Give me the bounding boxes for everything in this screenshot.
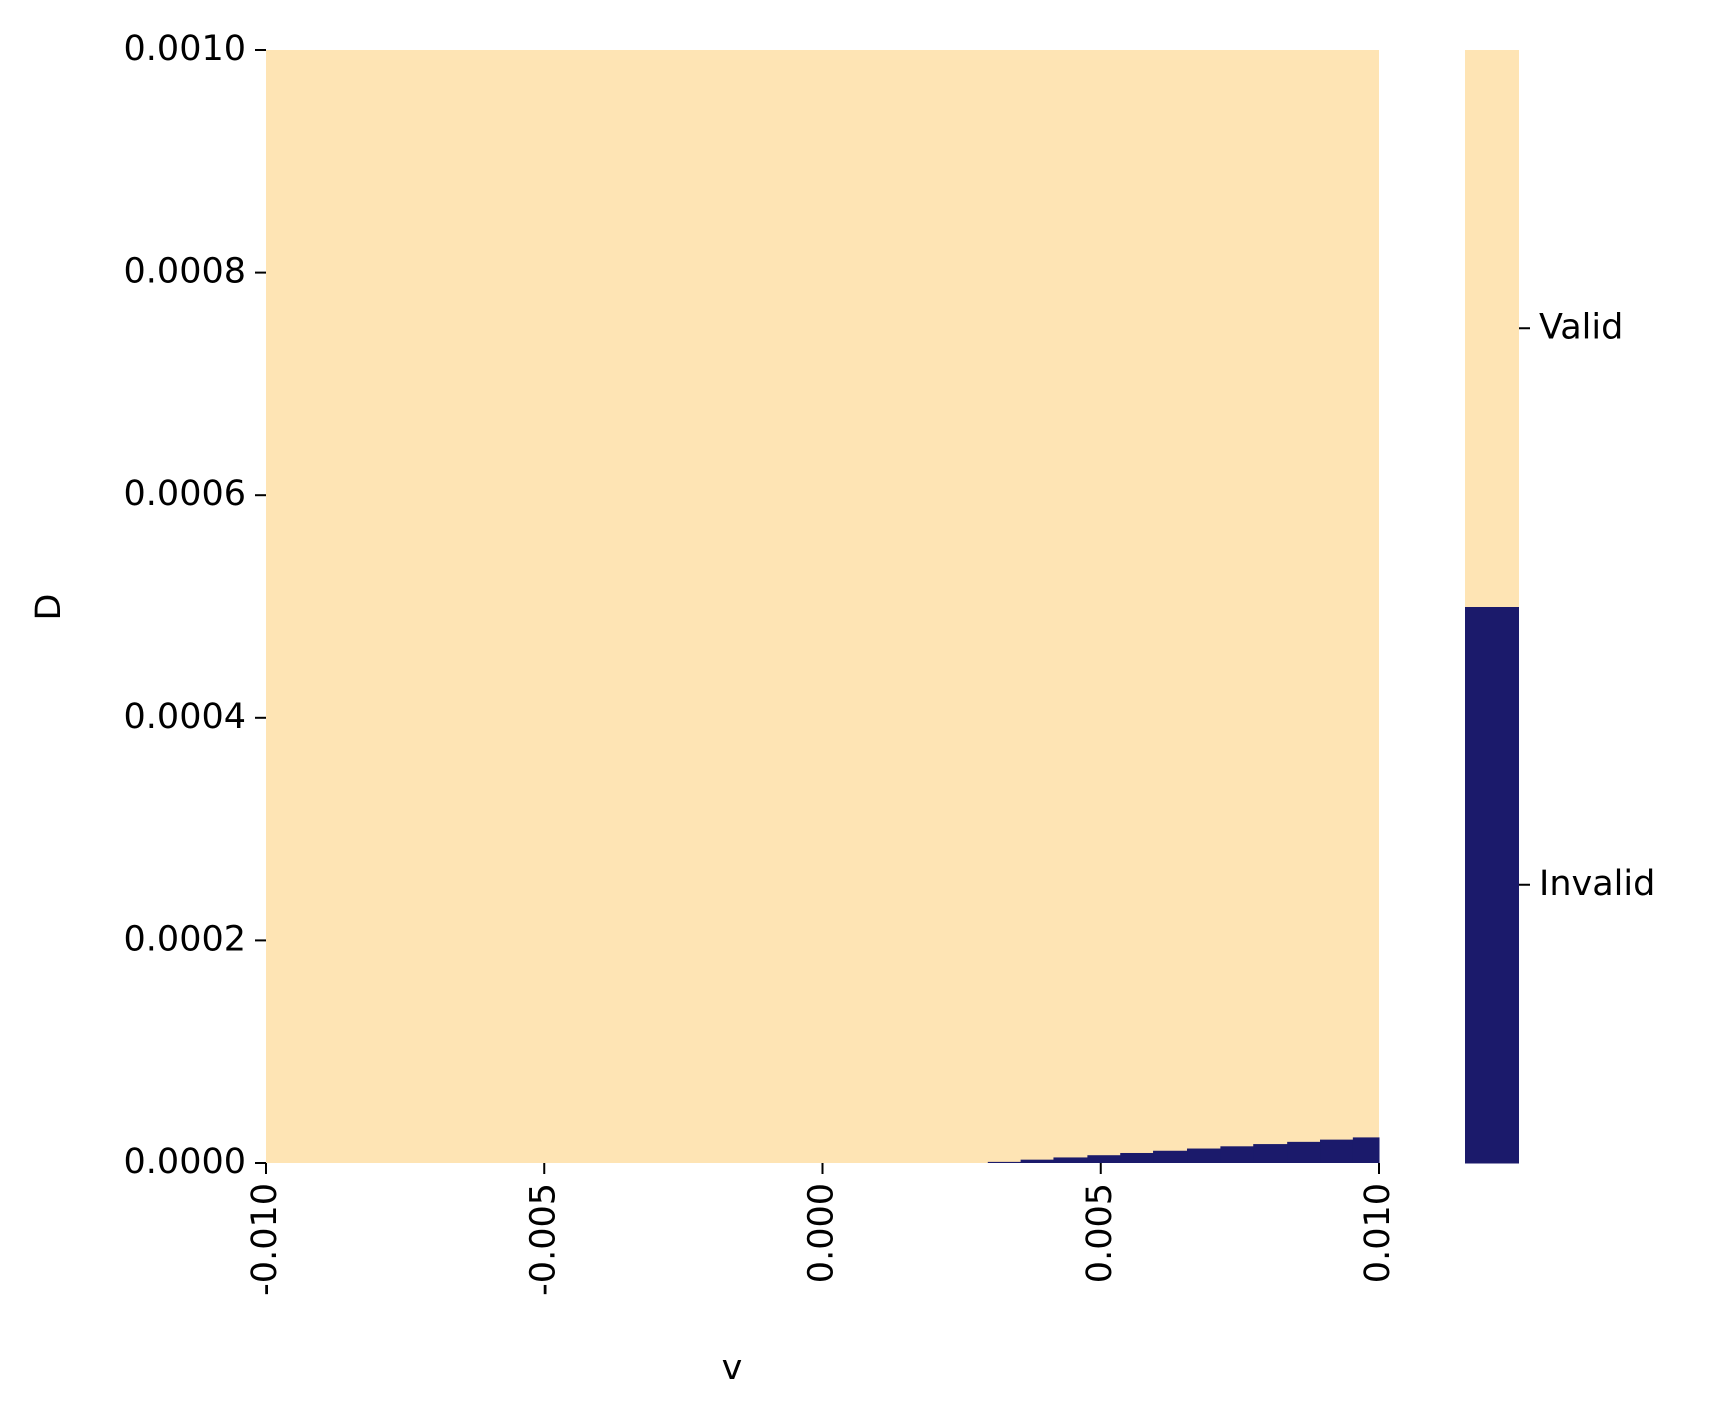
colorbar-segment [1465, 50, 1519, 607]
x-tick-label: -0.005 [523, 1183, 563, 1296]
invalid-cell [1020, 1159, 1054, 1163]
x-tick-label: 0.005 [1080, 1183, 1120, 1283]
y-axis-label: D [29, 594, 69, 621]
invalid-cell [1352, 1137, 1380, 1163]
y-tick-label: 0.0004 [124, 697, 246, 737]
invalid-cell [1153, 1150, 1188, 1163]
y-tick-label: 0.0000 [124, 1142, 246, 1182]
invalid-cell [1253, 1144, 1288, 1163]
colorbar-label: Invalid [1539, 864, 1655, 904]
x-tick-label: -0.010 [245, 1183, 285, 1296]
x-axis-label: v [722, 1348, 743, 1388]
y-tick-label: 0.0006 [124, 474, 246, 514]
y-tick-label: 0.0002 [124, 919, 246, 959]
colorbar-segment [1465, 606, 1519, 1164]
x-tick-label: 0.000 [802, 1183, 842, 1283]
invalid-cell [1053, 1157, 1088, 1163]
invalid-cell [1220, 1146, 1254, 1163]
x-tick-label: 0.010 [1358, 1183, 1398, 1283]
y-tick-label: 0.0010 [124, 29, 246, 69]
invalid-cell [1287, 1141, 1321, 1163]
invalid-cell [1320, 1139, 1354, 1163]
colorbar-label: Valid [1539, 307, 1623, 347]
invalid-cell [1087, 1155, 1121, 1163]
heatmap-background [266, 50, 1379, 1163]
y-tick-label: 0.0008 [124, 252, 246, 292]
invalid-cell [1187, 1148, 1221, 1163]
invalid-cell [987, 1161, 1022, 1163]
invalid-cell [1120, 1152, 1154, 1163]
